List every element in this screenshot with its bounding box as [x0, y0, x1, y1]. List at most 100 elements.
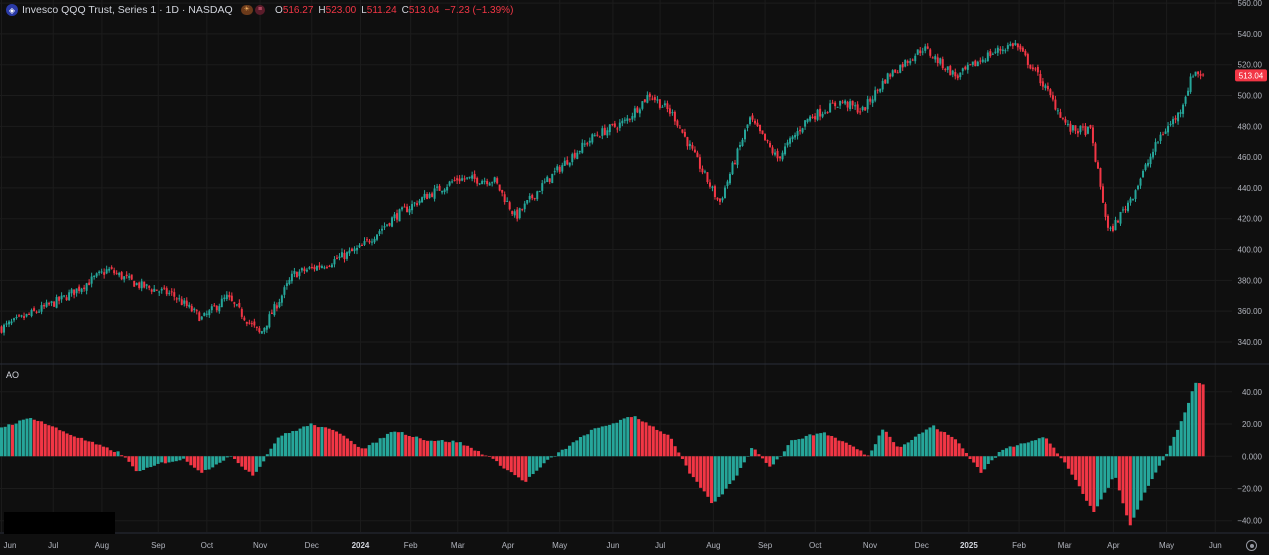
- ao-bar[interactable]: [101, 446, 106, 457]
- ao-bar[interactable]: [444, 441, 448, 457]
- ao-bar[interactable]: [862, 454, 867, 457]
- ao-bar[interactable]: [498, 456, 502, 466]
- candle-body[interactable]: [636, 107, 639, 113]
- candle-body[interactable]: [561, 165, 564, 172]
- candle-body[interactable]: [358, 245, 361, 248]
- candle-body[interactable]: [866, 99, 869, 110]
- ao-bar[interactable]: [797, 439, 801, 457]
- ao-bar[interactable]: [396, 432, 400, 457]
- candle-body[interactable]: [63, 295, 66, 297]
- candle-body[interactable]: [984, 60, 987, 62]
- candle-body[interactable]: [426, 194, 429, 200]
- candle-body[interactable]: [1066, 123, 1069, 125]
- candle-body[interactable]: [333, 258, 336, 265]
- candle-body[interactable]: [313, 266, 316, 270]
- ao-bar[interactable]: [43, 423, 47, 457]
- candle-body[interactable]: [1014, 43, 1017, 46]
- candle-body[interactable]: [421, 197, 424, 203]
- candle-body[interactable]: [623, 119, 626, 121]
- ao-bar[interactable]: [83, 440, 87, 457]
- candle-body[interactable]: [58, 296, 61, 301]
- ao-bar[interactable]: [1095, 456, 1100, 507]
- ao-bar[interactable]: [506, 456, 510, 471]
- ao-bar[interactable]: [979, 456, 983, 473]
- candle-body[interactable]: [508, 202, 511, 210]
- candle-body[interactable]: [786, 142, 789, 146]
- ao-bar[interactable]: [50, 426, 55, 457]
- candle-body[interactable]: [759, 124, 762, 132]
- candle-body[interactable]: [921, 51, 924, 53]
- ao-bar[interactable]: [1066, 456, 1070, 469]
- candle-body[interactable]: [1029, 64, 1032, 69]
- candle-body[interactable]: [578, 150, 581, 153]
- candle-body[interactable]: [1089, 125, 1092, 128]
- candle-body[interactable]: [723, 187, 726, 199]
- candle-body[interactable]: [438, 185, 441, 191]
- candle-body[interactable]: [799, 129, 802, 132]
- candle-body[interactable]: [468, 176, 471, 178]
- ao-bar[interactable]: [1201, 384, 1205, 457]
- candle-body[interactable]: [573, 152, 576, 158]
- candle-body[interactable]: [1026, 54, 1029, 65]
- ao-bar[interactable]: [429, 440, 433, 457]
- candle-body[interactable]: [80, 288, 83, 293]
- ao-bar[interactable]: [1063, 456, 1067, 463]
- ao-bar[interactable]: [1136, 456, 1140, 510]
- ao-bar[interactable]: [364, 448, 368, 457]
- ao-bar[interactable]: [280, 435, 284, 457]
- candle-body[interactable]: [1202, 74, 1205, 76]
- ao-bar[interactable]: [7, 424, 11, 457]
- ao-bar[interactable]: [957, 443, 961, 457]
- ao-bar[interactable]: [123, 456, 127, 458]
- candle-body[interactable]: [621, 120, 624, 124]
- candle-body[interactable]: [651, 98, 654, 100]
- candle-body[interactable]: [826, 112, 829, 114]
- candle-body[interactable]: [50, 301, 53, 303]
- candle-body[interactable]: [393, 214, 396, 219]
- candle-body[interactable]: [764, 133, 767, 141]
- ao-bar[interactable]: [141, 456, 146, 470]
- candle-body[interactable]: [648, 93, 651, 97]
- ao-bar[interactable]: [841, 441, 845, 457]
- ao-bar[interactable]: [1161, 456, 1165, 461]
- candle-body[interactable]: [28, 313, 31, 315]
- candle-body[interactable]: [318, 265, 321, 268]
- ao-bar[interactable]: [913, 436, 917, 457]
- ao-bar[interactable]: [943, 432, 947, 457]
- ao-bar[interactable]: [76, 437, 80, 457]
- candle-body[interactable]: [1192, 76, 1195, 78]
- candle-body[interactable]: [706, 172, 709, 182]
- ao-bar[interactable]: [61, 431, 65, 457]
- candle-body[interactable]: [1076, 131, 1079, 134]
- candle-body[interactable]: [1182, 104, 1185, 114]
- candle-body[interactable]: [263, 327, 266, 332]
- ao-bar[interactable]: [1088, 456, 1092, 506]
- candle-body[interactable]: [300, 268, 303, 271]
- candle-body[interactable]: [1132, 198, 1135, 200]
- candle-body[interactable]: [894, 69, 897, 73]
- candle-body[interactable]: [1187, 90, 1190, 96]
- ao-bar[interactable]: [735, 456, 739, 476]
- candle-body[interactable]: [733, 162, 736, 164]
- candle-body[interactable]: [188, 304, 191, 307]
- ao-bar[interactable]: [1168, 445, 1172, 457]
- candle-body[interactable]: [824, 112, 827, 114]
- candle-body[interactable]: [1049, 89, 1052, 96]
- ao-bar[interactable]: [906, 442, 910, 457]
- candle-body[interactable]: [275, 305, 278, 309]
- ao-bar[interactable]: [932, 425, 936, 457]
- candle-body[interactable]: [90, 276, 93, 284]
- ao-bar[interactable]: [382, 437, 386, 457]
- candle-body[interactable]: [5, 323, 8, 325]
- candle-body[interactable]: [596, 134, 599, 136]
- ao-bar[interactable]: [877, 435, 881, 457]
- ao-bar[interactable]: [222, 456, 226, 461]
- candle-body[interactable]: [1164, 131, 1167, 134]
- candle-body[interactable]: [173, 292, 176, 297]
- candle-body[interactable]: [473, 173, 476, 179]
- candle-body[interactable]: [558, 166, 561, 172]
- candle-body[interactable]: [1159, 134, 1162, 141]
- candle-body[interactable]: [846, 101, 849, 108]
- ao-bar[interactable]: [720, 456, 724, 495]
